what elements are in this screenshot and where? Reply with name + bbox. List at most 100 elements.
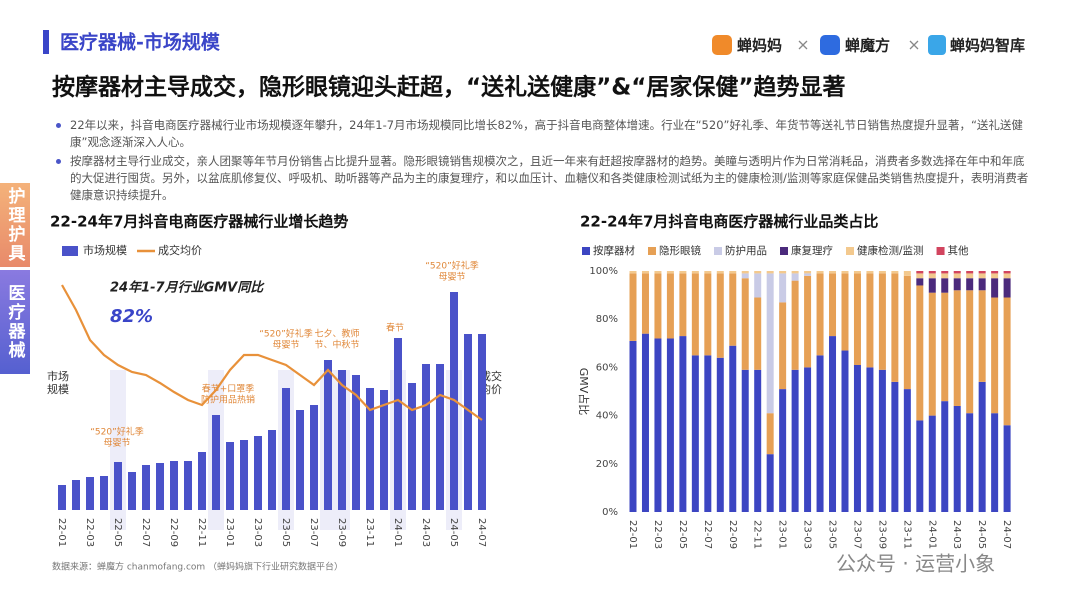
bar	[324, 360, 332, 510]
bar-segment	[953, 271, 961, 274]
x-tick-label: 24-05	[448, 518, 459, 547]
bar-segment	[1003, 273, 1011, 279]
bar-segment	[891, 381, 899, 512]
bar-segment	[1003, 425, 1011, 512]
bar-segment	[916, 420, 924, 512]
y-tick-label: 40%	[596, 411, 618, 422]
bar-segment	[754, 297, 762, 370]
bar-segment	[766, 273, 774, 414]
logo: 蝉妈妈智库	[950, 37, 1025, 55]
legend-swatch	[936, 247, 945, 255]
x-tick-label: 22-11	[752, 520, 763, 549]
bar-segment	[804, 275, 812, 368]
bar-segment	[691, 271, 699, 274]
bar	[72, 480, 80, 510]
bar-segment	[679, 336, 687, 512]
bar-segment	[654, 271, 662, 274]
bar-segment	[1003, 271, 1011, 274]
bar	[156, 463, 164, 510]
bar	[422, 364, 430, 510]
bar-segment	[916, 285, 924, 421]
bar-segment	[966, 278, 974, 291]
legend-label: 市场规模	[83, 243, 127, 257]
annotation: 春节	[386, 322, 404, 334]
x-tick-label: 22-03	[84, 518, 95, 547]
bar	[310, 405, 318, 510]
bar-segment	[866, 271, 874, 274]
annotation: “520”好礼季	[259, 328, 313, 340]
watermark: 公众号 · 运营小象	[836, 552, 995, 576]
x-tick-label: 23-03	[252, 518, 263, 547]
bar-segment	[866, 273, 874, 368]
x-tick-label: 22-05	[112, 518, 123, 547]
legend-label: 隐形眼镜	[659, 244, 701, 257]
legend-swatch	[780, 247, 788, 255]
bar-segment	[878, 369, 886, 512]
bar	[114, 462, 122, 510]
callout-text: 24年1-7月行业GMV同比	[110, 280, 265, 296]
bar-segment	[928, 271, 936, 274]
bar-segment	[754, 271, 762, 274]
bar-segment	[1003, 278, 1011, 298]
y-tick-label: 0%	[602, 507, 618, 518]
bar-segment	[679, 273, 687, 337]
y-axis-label: GMV占比	[577, 368, 591, 416]
x-tick-label: 23-07	[851, 520, 862, 549]
bar-segment	[779, 302, 787, 390]
bar-segment	[704, 273, 712, 356]
bar	[366, 388, 374, 510]
bar-segment	[791, 280, 799, 370]
bar-segment	[791, 271, 799, 274]
bar	[464, 334, 472, 510]
y-axis-label: 市场规模	[47, 370, 69, 396]
bar-segment	[878, 273, 886, 370]
x-tick-label: 23-05	[280, 518, 291, 547]
legend-label: 按摩器材	[593, 244, 635, 257]
line	[61, 284, 483, 421]
legend-swatch	[62, 246, 78, 256]
bar-segment	[903, 389, 911, 512]
x-tick-label: 22-05	[677, 520, 688, 549]
bar-segment	[966, 290, 974, 414]
bar	[184, 461, 192, 510]
bar-segment	[679, 271, 687, 274]
bar-segment	[779, 273, 787, 303]
legend-label: 防护用品	[725, 244, 767, 257]
bar-segment	[729, 273, 737, 346]
bar	[296, 410, 304, 510]
x-tick-label: 24-01	[392, 518, 403, 547]
bullet-list: 22年以来，抖音电商医疗器械行业市场规模逐年攀升，24年1-7月市场规模同比增长…	[56, 117, 1031, 206]
x-tick-label: 24-03	[420, 518, 431, 547]
bar-segment	[654, 273, 662, 339]
bar-segment	[841, 271, 849, 274]
bar-segment	[966, 413, 974, 512]
bar-segment	[953, 290, 961, 406]
bar-segment	[853, 271, 861, 274]
x-tick-label: 22-09	[168, 518, 179, 547]
bar-segment	[791, 273, 799, 281]
bar-segment	[878, 271, 886, 274]
bar-segment	[766, 454, 774, 512]
bar-segment	[816, 271, 824, 274]
side-tab[interactable]: 护理护具	[0, 183, 30, 267]
bar-segment	[741, 273, 749, 279]
bar-segment	[978, 381, 986, 512]
bar-segment	[691, 273, 699, 356]
logo-icon	[928, 35, 946, 55]
bar-segment	[1003, 297, 1011, 426]
legend-swatch	[846, 247, 854, 255]
bar	[394, 338, 402, 510]
bar-segment	[704, 355, 712, 512]
page-title: 按摩器材主导成交，隐形眼镜迎头赶超，“送礼送健康”&“居家保健”趋势显著	[52, 74, 846, 101]
side-tab[interactable]: 医疗器械	[0, 270, 30, 374]
bar-segment	[804, 273, 812, 276]
bar-segment	[916, 271, 924, 274]
bar-segment	[654, 338, 662, 512]
bar	[268, 430, 276, 510]
x-tick-label: 23-03	[802, 520, 813, 549]
annotation: “520”好礼季	[90, 426, 144, 438]
bar-segment	[666, 338, 674, 512]
x-tick-label: 23-11	[901, 520, 912, 549]
callout-value: 82%	[110, 306, 153, 327]
